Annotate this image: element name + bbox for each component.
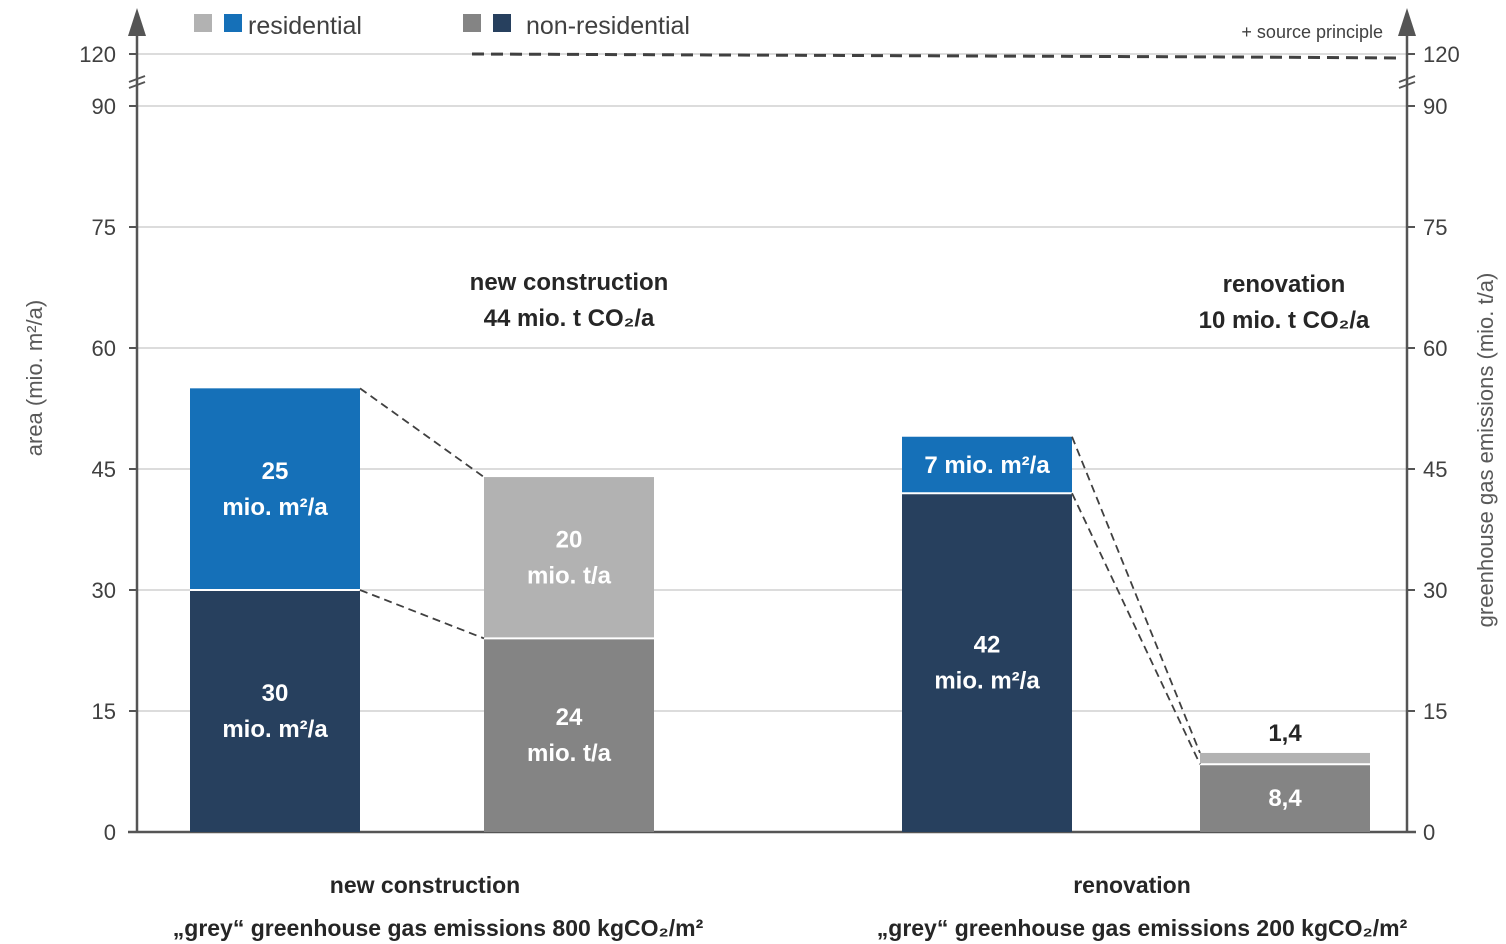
bar-value-label: mio. m²/a <box>222 494 328 521</box>
axis-break-mark <box>128 81 146 89</box>
left-tick-label: 0 <box>104 820 116 845</box>
legend-swatch-emissions <box>194 14 212 32</box>
legend-swatch-area <box>493 14 511 32</box>
axis-break-mark <box>128 75 146 83</box>
bar-value-label: 20 <box>556 527 583 554</box>
right-tick-label: 120 <box>1423 42 1460 67</box>
connector-line <box>1071 492 1201 765</box>
group-total-label: 10 mio. t CO₂/a <box>1199 307 1370 334</box>
right-tick-label: 15 <box>1423 699 1447 724</box>
bar-value-label: 1,4 <box>1268 720 1302 747</box>
bar-value-label: mio. t/a <box>527 740 612 767</box>
legend-label: non-residential <box>526 12 690 40</box>
right-tick-label: 45 <box>1423 457 1447 482</box>
bar-segment-emissions-non-residential <box>1200 764 1370 832</box>
bar-segment-area-non-residential <box>902 493 1072 832</box>
connector-line <box>359 589 485 640</box>
left-axis-title: area (mio. m²/a) <box>22 300 47 456</box>
group-total-label: new construction <box>470 269 669 296</box>
legend-label: residential <box>248 12 362 40</box>
group-category-label: „grey“ greenhouse gas emissions 200 kgCO… <box>877 915 1408 941</box>
group-total-label: renovation <box>1223 271 1346 298</box>
right-axis-arrow <box>1398 8 1416 36</box>
group-total-label: 44 mio. t CO₂/a <box>484 305 655 332</box>
right-tick-label: 60 <box>1423 336 1447 361</box>
bar-value-label: 24 <box>556 704 583 731</box>
legend-swatch-area <box>224 14 242 32</box>
bar-value-label: 25 <box>262 458 289 485</box>
bar-value-label: mio. m²/a <box>222 716 328 743</box>
bar-segment-emissions-residential <box>1200 752 1370 765</box>
left-axis-arrow <box>128 8 146 36</box>
right-tick-label: 30 <box>1423 578 1447 603</box>
left-tick-label: 45 <box>92 457 116 482</box>
bar-value-label: 30 <box>262 680 289 707</box>
left-tick-label: 120 <box>79 42 116 67</box>
connector-line <box>359 387 485 478</box>
bar-segment-area-non-residential <box>190 590 360 832</box>
axis-break-mark <box>1398 75 1416 83</box>
right-tick-label: 0 <box>1423 820 1435 845</box>
bar-segment-area-residential <box>902 436 1072 494</box>
bar-value-label: 7 mio. m²/a <box>924 452 1050 479</box>
right-axis-title: greenhouse gas emissions (mio. t/a) <box>1473 273 1498 628</box>
group-category-label: „grey“ greenhouse gas emissions 800 kgCO… <box>173 915 704 941</box>
connector-line <box>1071 436 1201 754</box>
source-principle-label: + source principle <box>1241 22 1383 42</box>
left-tick-label: 15 <box>92 699 116 724</box>
left-tick-label: 90 <box>92 94 116 119</box>
right-tick-label: 90 <box>1423 94 1447 119</box>
left-tick-label: 75 <box>92 215 116 240</box>
legend-swatch-emissions <box>463 14 481 32</box>
axis-break-mark <box>1398 81 1416 89</box>
bar-segment-emissions-non-residential <box>484 638 654 832</box>
bar-value-label: 8,4 <box>1268 785 1302 812</box>
left-tick-label: 30 <box>92 578 116 603</box>
right-tick-label: 75 <box>1423 215 1447 240</box>
bar-segment-area-residential <box>190 388 360 590</box>
group-category-label: renovation <box>1073 872 1191 898</box>
bar-segment-emissions-residential <box>484 477 654 639</box>
bar-value-label: 42 <box>974 632 1001 659</box>
left-tick-label: 60 <box>92 336 116 361</box>
bar-value-label: mio. t/a <box>527 563 612 590</box>
group-category-label: new construction <box>330 872 520 898</box>
source-principle-line <box>471 52 1401 60</box>
bar-value-label: mio. m²/a <box>934 668 1040 695</box>
